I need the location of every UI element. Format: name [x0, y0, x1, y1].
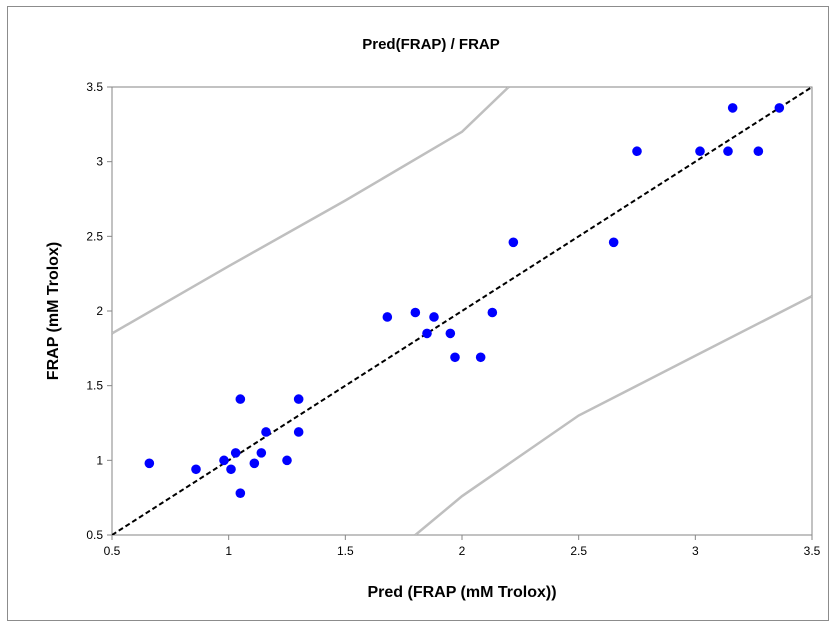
x-tick-label: 2.5	[570, 544, 587, 558]
data-point	[144, 458, 155, 469]
upper-bound-line	[112, 87, 510, 335]
data-point	[191, 464, 201, 475]
data-point	[382, 312, 393, 322]
data-point	[475, 352, 486, 363]
data-point	[429, 312, 439, 322]
y-tick-label: 3	[96, 155, 103, 169]
data-point	[293, 427, 304, 437]
x-tick-label: 1.5	[337, 544, 354, 558]
data-point	[256, 448, 267, 458]
data-point	[608, 237, 619, 248]
identity-line	[112, 87, 812, 535]
lower-bound-line	[414, 294, 812, 535]
x-tick-label: 1	[225, 544, 232, 558]
y-tick-label: 0.5	[86, 528, 103, 542]
data-point	[230, 448, 241, 458]
y-tick-label: 1.5	[86, 379, 103, 393]
y-tick-label: 3.5	[86, 80, 103, 94]
data-point	[226, 464, 236, 475]
y-tick-label: 2	[96, 304, 103, 318]
data-point	[249, 458, 260, 469]
data-point	[235, 488, 246, 498]
x-tick-label: 0.5	[104, 544, 121, 558]
data-point	[422, 328, 432, 339]
data-point	[727, 103, 738, 113]
data-point	[695, 146, 705, 157]
data-point	[487, 307, 498, 318]
data-point	[723, 146, 733, 157]
x-tick-label: 3	[692, 544, 699, 558]
data-point	[753, 146, 764, 157]
y-axis-label: FRAP (mM Trolox)	[45, 242, 62, 380]
data-point	[632, 146, 642, 157]
x-tick-label: 3.5	[804, 544, 821, 558]
data-point	[219, 455, 229, 466]
y-tick-label: 1	[96, 453, 103, 467]
data-point	[282, 455, 292, 466]
data-point	[235, 394, 246, 404]
data-point	[410, 307, 421, 318]
data-point	[450, 352, 460, 363]
data-point	[445, 328, 456, 339]
data-point	[774, 103, 785, 113]
data-point	[293, 394, 304, 404]
data-point	[508, 237, 519, 248]
data-point	[261, 427, 271, 437]
x-axis-label: Pred (FRAP (mM Trolox))	[367, 584, 556, 601]
x-tick-label: 2	[459, 544, 466, 558]
chart-title: Pred(FRAP) / FRAP	[362, 36, 500, 53]
y-tick-label: 2.5	[86, 229, 103, 243]
